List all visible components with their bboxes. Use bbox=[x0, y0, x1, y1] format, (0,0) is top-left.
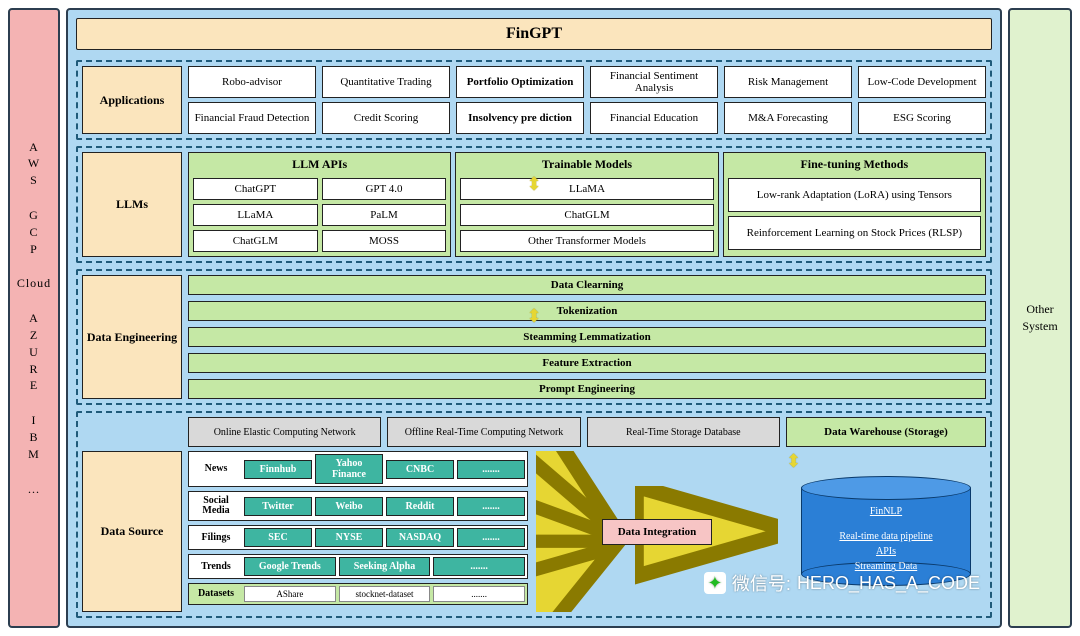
wm-id: HERO_HAS_A_CODE bbox=[797, 573, 980, 594]
arrow-warehouse: ⬍ bbox=[786, 451, 986, 472]
de-label: Data Engineering bbox=[82, 275, 182, 399]
cyl-finnlp: FinNLP bbox=[801, 504, 971, 519]
cloud-more: ... bbox=[28, 481, 40, 498]
app-ma: M&A Forecasting bbox=[724, 102, 852, 134]
ft-lora: Low-rank Adaptation (LoRA) using Tensors bbox=[728, 178, 981, 212]
cyl-l2: APIs bbox=[801, 544, 971, 559]
cloud-gcp: GCP bbox=[29, 207, 39, 257]
api-chatglm: ChatGLM bbox=[193, 230, 318, 252]
ft-rlsp: Reinforcement Learning on Stock Prices (… bbox=[728, 216, 981, 250]
applications-label: Applications bbox=[82, 66, 182, 134]
cloud-label: Cloud bbox=[17, 275, 51, 292]
diagram-root: AWS GCP Cloud AZURE IBM ... FinGPT Appli… bbox=[0, 0, 1080, 636]
net-offline: Offline Real-Time Computing Network bbox=[387, 417, 580, 447]
net-storage: Real-Time Storage Database bbox=[587, 417, 780, 447]
app-sentiment: Financial Sentiment Analysis bbox=[590, 66, 718, 98]
de-token: Tokenization bbox=[188, 301, 986, 321]
finetune-panel: Fine-tuning Methods Low-rank Adaptation … bbox=[723, 152, 986, 257]
de-prompt: Prompt Engineering bbox=[188, 379, 986, 399]
api-moss: MOSS bbox=[322, 230, 447, 252]
watermark: ✦ 微信号: HERO_HAS_A_CODE bbox=[704, 570, 980, 596]
llm-apis-panel: LLM APIs ChatGPTGPT 4.0 LLaMAPaLM ChatGL… bbox=[188, 152, 451, 257]
fingpt-title: FinGPT bbox=[76, 18, 992, 50]
src-news: NewsFinnhubYahoo FinanceCNBC....... bbox=[188, 451, 528, 487]
de-clean: Data Clearning bbox=[188, 275, 986, 295]
tm-other: Other Transformer Models bbox=[460, 230, 713, 252]
data-warehouse: Data Warehouse (Storage) bbox=[786, 417, 986, 447]
api-chatgpt: ChatGPT bbox=[193, 178, 318, 200]
arrow-apps-llms: ⬍ bbox=[526, 174, 541, 195]
trainable-panel: Trainable Models LLaMA ChatGLM Other Tra… bbox=[455, 152, 718, 257]
src-filings: FilingsSECNYSENASDAQ....... bbox=[188, 525, 528, 550]
api-llama: LLaMA bbox=[193, 204, 318, 226]
app-insolvency: Insolvency pre diction bbox=[456, 102, 584, 134]
cloud-aws: AWS bbox=[28, 139, 40, 189]
app-credit: Credit Scoring bbox=[322, 102, 450, 134]
llms-label: LLMs bbox=[82, 152, 182, 257]
cloud-azure: AZURE bbox=[29, 310, 39, 394]
net-online: Online Elastic Computing Network bbox=[188, 417, 381, 447]
main-architecture: FinGPT Applications Robo-advisor Quantit… bbox=[66, 8, 1002, 628]
cloud-providers-column: AWS GCP Cloud AZURE IBM ... bbox=[8, 8, 60, 628]
trainable-title: Trainable Models bbox=[460, 157, 713, 172]
other-system-column: Other System bbox=[1008, 8, 1072, 628]
de-feat: Feature Extraction bbox=[188, 353, 986, 373]
src-social: Social MediaTwitterWeiboReddit....... bbox=[188, 491, 528, 521]
api-palm: PaLM bbox=[322, 204, 447, 226]
tm-chatglm: ChatGLM bbox=[460, 204, 713, 226]
applications-section: Applications Robo-advisor Quantitative T… bbox=[76, 60, 992, 140]
src-datasets: DatasetsASharestocknet-dataset....... bbox=[188, 583, 528, 605]
cloud-ibm: IBM bbox=[28, 412, 40, 462]
tm-llama: LLaMA bbox=[460, 178, 713, 200]
app-esg: ESG Scoring bbox=[858, 102, 986, 134]
de-stem: Steamming Lemmatization bbox=[188, 327, 986, 347]
app-portfolio: Portfolio Optimization bbox=[456, 66, 584, 98]
data-sources-list: NewsFinnhubYahoo FinanceCNBC....... Soci… bbox=[188, 451, 528, 612]
arrow-llms-de: ⬍ bbox=[526, 306, 541, 327]
app-robo: Robo-advisor bbox=[188, 66, 316, 98]
wm-prefix: 微信号: bbox=[732, 570, 791, 596]
wechat-icon: ✦ bbox=[704, 572, 726, 594]
api-gpt4: GPT 4.0 bbox=[322, 178, 447, 200]
app-fraud: Financial Fraud Detection bbox=[188, 102, 316, 134]
app-quant: Quantitative Trading bbox=[322, 66, 450, 98]
ds-label: Data Source bbox=[82, 451, 182, 612]
data-integration: Data Integration bbox=[602, 519, 712, 545]
src-trends: TrendsGoogle TrendsSeeking Alpha....... bbox=[188, 554, 528, 579]
llm-apis-title: LLM APIs bbox=[193, 157, 446, 172]
other-system-label: Other System bbox=[1022, 301, 1057, 335]
llms-section: LLMs LLM APIs ChatGPTGPT 4.0 LLaMAPaLM C… bbox=[76, 146, 992, 263]
data-engineering-section: Data Engineering Data Clearning Tokeniza… bbox=[76, 269, 992, 405]
app-lowcode: Low-Code Development bbox=[858, 66, 986, 98]
cyl-l1: Real-time data pipeline bbox=[801, 529, 971, 544]
app-edu: Financial Education bbox=[590, 102, 718, 134]
finetune-title: Fine-tuning Methods bbox=[728, 157, 981, 172]
app-risk: Risk Management bbox=[724, 66, 852, 98]
